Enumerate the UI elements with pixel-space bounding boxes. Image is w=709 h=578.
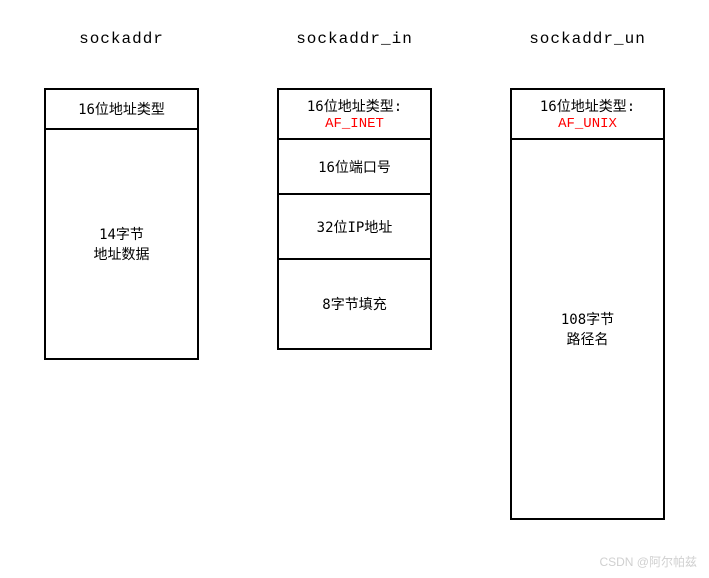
struct-column-sockaddr-un: sockaddr_un 16位地址类型: AF_UNIX 108字节 路径名 [498,30,678,520]
struct-cell: 16位地址类型: AF_UNIX [512,90,663,140]
struct-cell: 14字节 地址数据 [46,130,197,360]
struct-cell: 16位端口号 [279,140,430,195]
cell-text: 108字节 [561,309,614,329]
cell-text: 8字节填充 [322,294,386,314]
struct-title: sockaddr [79,30,164,48]
cell-text: 16位端口号 [318,157,391,177]
struct-title: sockaddr_in [296,30,413,48]
struct-box: 16位地址类型 14字节 地址数据 [44,88,199,360]
struct-column-sockaddr: sockaddr 16位地址类型 14字节 地址数据 [32,30,212,520]
diagram-container: sockaddr 16位地址类型 14字节 地址数据 sockaddr_in 1… [0,0,709,520]
cell-text: 地址数据 [94,244,150,264]
struct-cell: 16位地址类型: AF_INET [279,90,430,140]
cell-text: 16位地址类型 [78,99,165,119]
cell-text: 16位地址类型: [307,96,402,116]
struct-column-sockaddr-in: sockaddr_in 16位地址类型: AF_INET 16位端口号 32位I… [265,30,445,520]
struct-cell: 16位地址类型 [46,90,197,130]
struct-title: sockaddr_un [529,30,646,48]
cell-text: 32位IP地址 [317,217,393,237]
watermark-text: CSDN @阿尔帕兹 [599,553,697,570]
struct-cell: 8字节填充 [279,260,430,350]
struct-box: 16位地址类型: AF_INET 16位端口号 32位IP地址 8字节填充 [277,88,432,350]
cell-text: 14字节 [99,224,144,244]
cell-text: 路径名 [567,329,609,349]
cell-text: 16位地址类型: [540,96,635,116]
struct-cell: 32位IP地址 [279,195,430,260]
struct-box: 16位地址类型: AF_UNIX 108字节 路径名 [510,88,665,520]
struct-cell: 108字节 路径名 [512,140,663,520]
cell-highlight-text: AF_INET [325,116,384,132]
cell-highlight-text: AF_UNIX [558,116,617,132]
